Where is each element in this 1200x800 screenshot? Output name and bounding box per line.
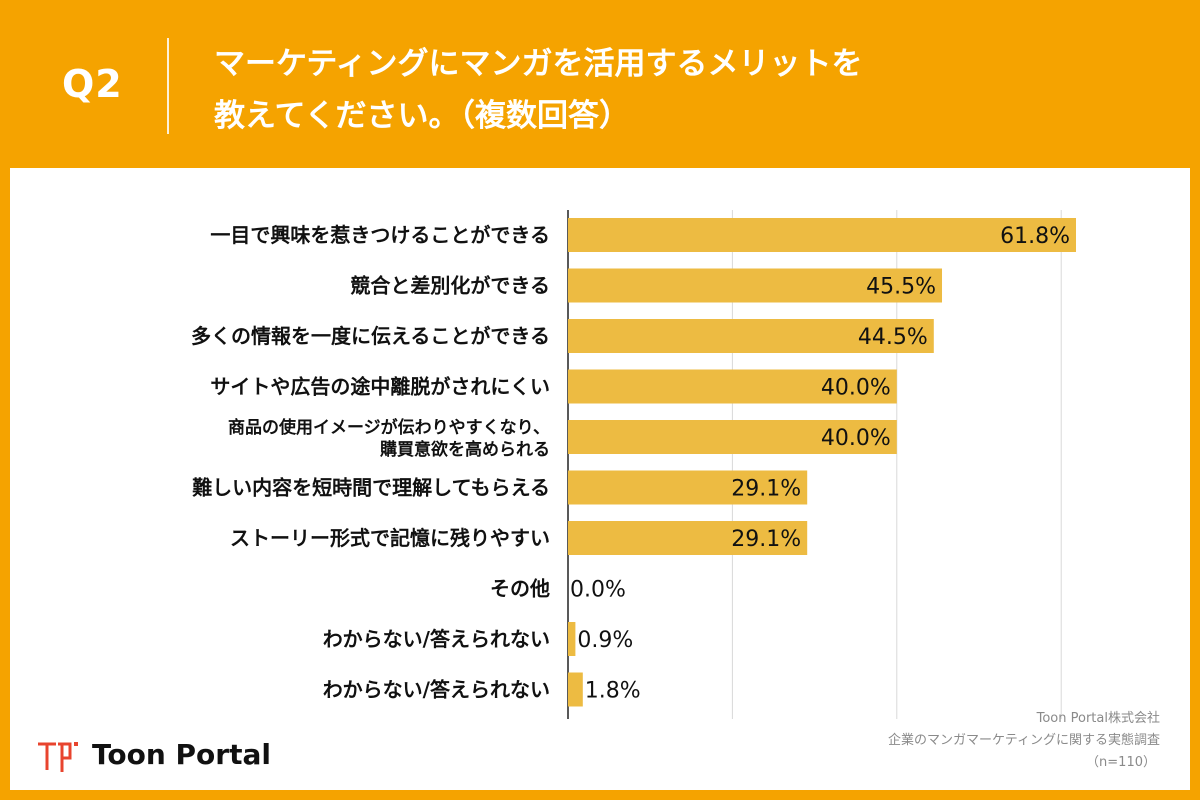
value-label: 61.8% xyxy=(1000,224,1070,249)
toon-portal-logo-text: Toon Portal xyxy=(92,738,271,771)
credit-sample-size: （n=110） xyxy=(1086,755,1156,770)
question-title-line-2: 教えてください。（複数回答） xyxy=(214,98,631,134)
question-number: Q2 xyxy=(62,62,123,106)
bar xyxy=(568,268,943,303)
header: Q2 マーケティングにマンガを活用するメリットを 教えてください。（複数回答） xyxy=(0,0,1200,168)
category-label: 多くの情報を一度に伝えることができる xyxy=(191,324,550,348)
value-label: 0.9% xyxy=(577,628,633,653)
category-label: 競合と差別化ができる xyxy=(350,274,550,298)
category-label: ストーリー形式で記憶に残りやすい xyxy=(230,526,550,550)
source-credits: Toon Portal株式会社 企業のマンガマーケティングに関する実態調査 （n… xyxy=(740,708,1160,774)
category-label: 一目で興味を惹きつけることができる xyxy=(210,223,550,247)
category-label: わからない/答えられない xyxy=(323,627,550,651)
value-label: 40.0% xyxy=(821,426,891,451)
category-label: 商品の使用イメージが伝わりやすくなり、購買意欲を高められる xyxy=(228,417,550,460)
category-label: サイトや広告の途中離脱がされにくい xyxy=(210,375,550,399)
question-title-line-1: マーケティングにマンガを活用するメリットを xyxy=(214,46,863,82)
bar xyxy=(568,672,583,707)
bar xyxy=(568,470,808,505)
bar xyxy=(568,319,934,353)
chart-panel: 一目で興味を惹きつけることができる 61.8% 競合と差別化ができる 45.5% 多くの… xyxy=(10,168,1190,790)
value-label: 29.1% xyxy=(731,477,801,502)
category-label: その他 xyxy=(490,577,550,601)
value-label: 44.5% xyxy=(858,325,928,350)
bar-chart: 一目で興味を惹きつけることができる 61.8% 競合と差別化ができる 45.5% 多くの… xyxy=(191,210,1076,719)
bar xyxy=(568,521,808,555)
bar xyxy=(568,622,576,656)
bar xyxy=(568,218,1076,252)
bar xyxy=(568,369,897,404)
credit-company: Toon Portal株式会社 xyxy=(1036,711,1160,726)
value-label: 29.1% xyxy=(731,527,801,552)
header-divider xyxy=(167,38,169,134)
credit-survey: 企業のマンガマーケティングに関する実態調査 xyxy=(888,733,1160,748)
value-label: 45.5% xyxy=(866,275,936,300)
toon-portal-logo-icon xyxy=(38,742,78,772)
category-label: 難しい内容を短時間で理解してもらえる xyxy=(192,476,550,500)
bar xyxy=(568,420,897,454)
category-label: わからない/答えられない xyxy=(323,678,550,702)
value-label: 1.8% xyxy=(585,679,641,704)
question-title: マーケティングにマンガを活用するメリットを 教えてください。（複数回答） xyxy=(214,38,1174,142)
value-label: 0.0% xyxy=(570,578,626,603)
value-label: 40.0% xyxy=(821,376,891,401)
